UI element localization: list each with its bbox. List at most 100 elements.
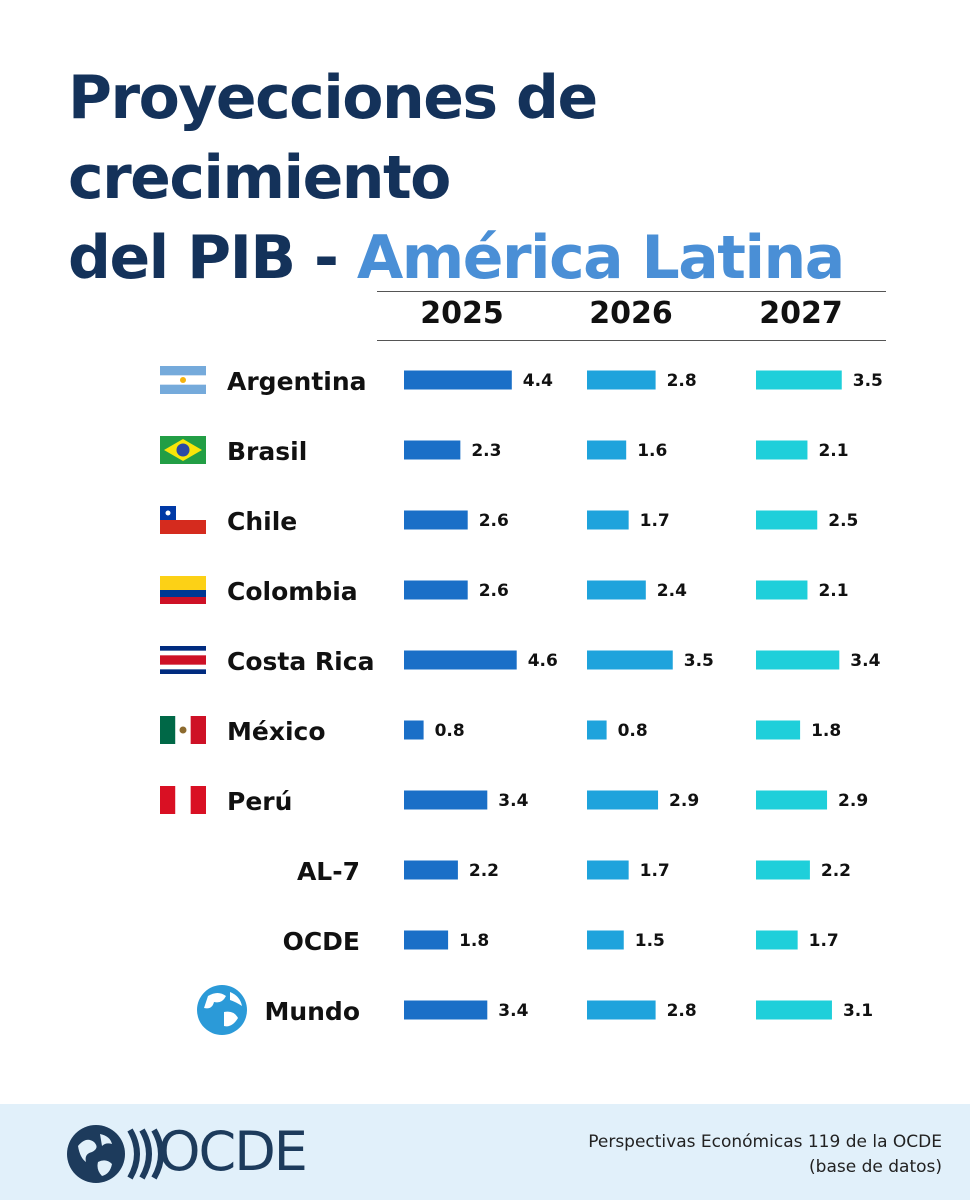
value-label-brasil-2026: 1.6 [637, 441, 667, 461]
value-label-costa-rica-2027: 3.4 [850, 651, 880, 671]
value-label-ocde-2027: 1.7 [809, 931, 839, 951]
bar-costa-rica-2026 [587, 650, 673, 670]
row-peru: Perú 3.4 2.9 2.9 [160, 786, 868, 816]
bar-chile-2027 [756, 510, 818, 530]
globe-icon [197, 985, 247, 1035]
bar-mundo-2027 [756, 1000, 832, 1020]
bar-al-7-2025 [404, 860, 458, 880]
value-label-al-7-2027: 2.2 [821, 861, 851, 881]
bar-mexico-2026 [587, 720, 607, 740]
bar-brasil-2027 [756, 440, 808, 460]
row-argentina: Argentina 4.4 2.8 3.5 [160, 366, 883, 396]
flag-chile-icon [160, 506, 206, 534]
title-line-2: del PIB - América Latina [68, 218, 948, 298]
bar-colombia-2026 [587, 580, 646, 600]
country-label-mundo: Mundo [264, 997, 360, 1026]
bar-peru-2025 [404, 790, 488, 810]
value-label-brasil-2027: 2.1 [818, 441, 848, 461]
flag-colombia-icon [160, 576, 206, 604]
value-label-mexico-2025: 0.8 [435, 721, 465, 741]
oecd-logo-icon [67, 1125, 164, 1183]
country-label-argentina: Argentina [227, 367, 367, 396]
value-label-costa-rica-2025: 4.6 [528, 651, 558, 671]
country-label-costa-rica: Costa Rica [227, 647, 374, 676]
country-label-mexico: México [227, 717, 326, 746]
row-al-7: AL-7 2.2 1.7 2.2 [297, 857, 851, 886]
value-label-chile-2026: 1.7 [640, 511, 670, 531]
bar-ocde-2027 [756, 930, 798, 950]
source-line-2: (base de datos) [809, 1157, 942, 1177]
title-line-2-dark: del PIB - [68, 223, 357, 293]
footer: OCDE Perspectivas Económicas 119 de la O… [0, 1104, 970, 1200]
row-ocde: OCDE 1.8 1.5 1.7 [283, 927, 839, 956]
bar-mundo-2026 [587, 1000, 656, 1020]
bar-brasil-2025 [404, 440, 461, 460]
value-label-peru-2027: 2.9 [838, 791, 868, 811]
page-title: Proyecciones de crecimiento del PIB - Am… [68, 58, 948, 298]
bar-ocde-2025 [404, 930, 449, 950]
bar-al-7-2026 [587, 860, 629, 880]
country-label-peru: Perú [227, 787, 292, 816]
title-line-1: Proyecciones de crecimiento [68, 63, 598, 213]
value-label-peru-2026: 2.9 [669, 791, 699, 811]
bar-ocde-2026 [587, 930, 624, 950]
bar-brasil-2026 [587, 440, 627, 460]
header-rule-bottom [377, 340, 886, 341]
year-header-2025: 2025 [420, 296, 504, 331]
flag-argentina-icon [160, 366, 206, 394]
value-label-mexico-2027: 1.8 [811, 721, 841, 741]
value-label-colombia-2026: 2.4 [657, 581, 687, 601]
bar-peru-2026 [587, 790, 659, 810]
row-colombia: Colombia 2.6 2.4 2.1 [160, 576, 849, 606]
flag-costa-rica-icon [160, 646, 206, 674]
row-brasil: Brasil 2.3 1.6 2.1 [160, 436, 849, 466]
row-mexico: México 0.8 0.8 1.8 [160, 716, 841, 746]
bar-mexico-2027 [756, 720, 801, 740]
value-label-al-7-2026: 1.7 [640, 861, 670, 881]
value-label-chile-2025: 2.6 [479, 511, 509, 531]
value-label-argentina-2027: 3.5 [853, 371, 883, 391]
bar-chile-2025 [404, 510, 468, 530]
value-label-brasil-2025: 2.3 [471, 441, 501, 461]
value-label-ocde-2025: 1.8 [459, 931, 489, 951]
header-rule-top [377, 291, 886, 292]
flag-mexico-icon [160, 716, 206, 744]
oecd-logo-text: OCDE [158, 1120, 308, 1183]
source-line-1: Perspectivas Económicas 119 de la OCDE [588, 1132, 942, 1152]
country-label-brasil: Brasil [227, 437, 307, 466]
value-label-ocde-2026: 1.5 [635, 931, 665, 951]
year-header-2027: 2027 [759, 296, 843, 331]
country-label-colombia: Colombia [227, 577, 358, 606]
value-label-mexico-2026: 0.8 [618, 721, 648, 741]
bar-chile-2026 [587, 510, 629, 530]
row-mundo: Mundo 3.4 2.8 3.1 [197, 985, 873, 1035]
bar-costa-rica-2027 [756, 650, 840, 670]
value-label-costa-rica-2026: 3.5 [684, 651, 714, 671]
value-label-colombia-2027: 2.1 [818, 581, 848, 601]
flag-brazil-icon [160, 436, 206, 464]
bar-mundo-2025 [404, 1000, 488, 1020]
bar-colombia-2025 [404, 580, 468, 600]
value-label-mundo-2027: 3.1 [843, 1001, 873, 1021]
bar-mexico-2025 [404, 720, 424, 740]
bar-argentina-2027 [756, 370, 842, 390]
row-costa-rica: Costa Rica 4.6 3.5 3.4 [160, 646, 881, 676]
value-label-mundo-2025: 3.4 [498, 1001, 528, 1021]
year-header-2026: 2026 [589, 296, 673, 331]
growth-chart: Argentina 4.4 2.8 3.5 Brasil 2.3 1.6 2.1 Chile 2.… [160, 366, 883, 1035]
country-label-chile: Chile [227, 507, 297, 536]
flag-peru-icon [160, 786, 206, 814]
bar-costa-rica-2025 [404, 650, 517, 670]
bar-al-7-2027 [756, 860, 810, 880]
source-note: Perspectivas Económicas 119 de la OCDE (… [588, 1130, 942, 1180]
country-label-al-7: AL-7 [297, 857, 360, 886]
country-label-ocde: OCDE [283, 927, 360, 956]
value-label-mundo-2026: 2.8 [667, 1001, 697, 1021]
bar-colombia-2027 [756, 580, 808, 600]
bar-peru-2027 [756, 790, 828, 810]
title-line-2-accent: América Latina [356, 223, 845, 293]
bar-argentina-2026 [587, 370, 656, 390]
value-label-argentina-2025: 4.4 [523, 371, 553, 391]
value-label-argentina-2026: 2.8 [667, 371, 697, 391]
value-label-peru-2025: 3.4 [498, 791, 528, 811]
